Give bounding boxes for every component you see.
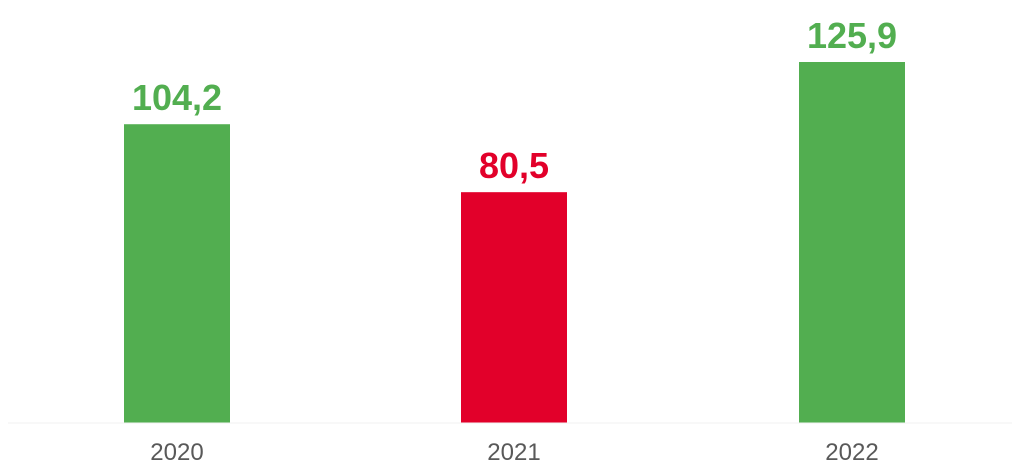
x-tick-label-2022: 2022	[825, 439, 878, 466]
x-tick-label-2021: 2021	[487, 439, 540, 466]
bar-2020	[124, 124, 230, 423]
value-label-2021: 80,5	[479, 145, 549, 186]
x-tick-labels-layer: 2020 2021 2022	[150, 439, 878, 466]
value-label-2022: 125,9	[807, 15, 897, 56]
bar-2021	[461, 192, 567, 423]
bars-layer	[124, 62, 905, 423]
value-labels-layer: 104,2 80,5 125,9	[132, 15, 897, 186]
value-label-2020: 104,2	[132, 77, 222, 118]
bar-2022	[799, 62, 905, 423]
x-tick-label-2020: 2020	[150, 439, 203, 466]
